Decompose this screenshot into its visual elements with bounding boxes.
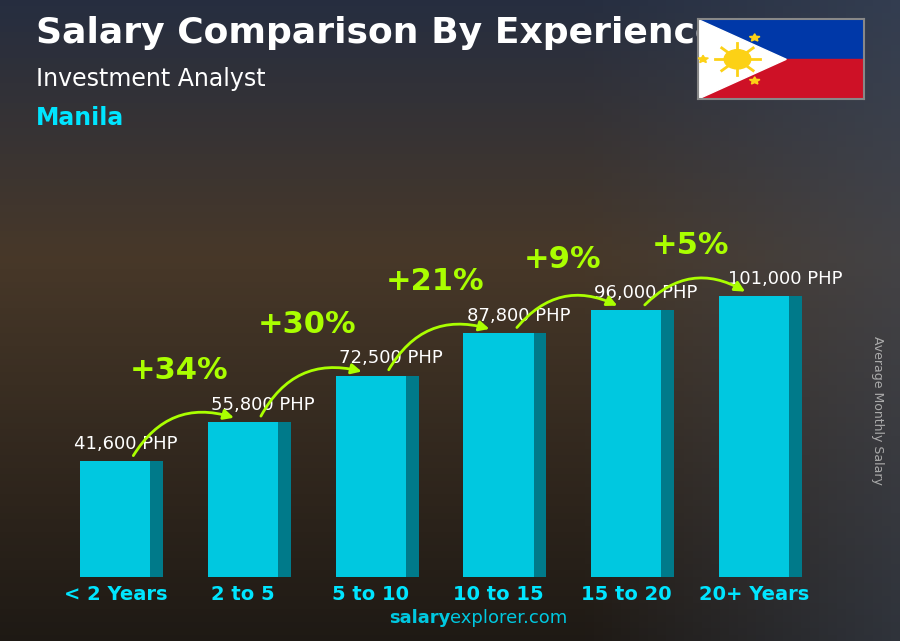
Polygon shape [278,422,291,577]
Polygon shape [662,310,674,577]
Polygon shape [336,376,406,577]
Text: +30%: +30% [257,310,356,339]
Text: +34%: +34% [130,356,229,385]
Circle shape [724,50,751,69]
Text: salary: salary [389,609,450,627]
Text: Investment Analyst: Investment Analyst [36,67,266,91]
Polygon shape [789,296,802,577]
Text: 72,500 PHP: 72,500 PHP [338,349,443,367]
Polygon shape [750,34,760,41]
Text: 101,000 PHP: 101,000 PHP [728,270,843,288]
Bar [698,60,864,99]
Text: Average Monthly Salary: Average Monthly Salary [871,336,884,485]
Text: 87,800 PHP: 87,800 PHP [466,306,570,325]
Text: +9%: +9% [524,245,601,274]
Text: +21%: +21% [385,267,484,296]
Text: +5%: +5% [652,231,729,260]
Text: Manila: Manila [36,106,124,129]
Text: explorer.com: explorer.com [450,609,567,627]
Text: 41,600 PHP: 41,600 PHP [75,435,178,453]
Polygon shape [534,333,546,577]
Polygon shape [80,462,150,577]
Polygon shape [698,19,787,99]
Polygon shape [591,310,662,577]
Polygon shape [719,296,789,577]
Text: 96,000 PHP: 96,000 PHP [594,284,698,302]
Text: Salary Comparison By Experience: Salary Comparison By Experience [36,16,719,50]
Polygon shape [698,55,708,63]
Polygon shape [750,77,760,84]
Polygon shape [150,462,163,577]
Text: 55,800 PHP: 55,800 PHP [212,395,315,413]
Polygon shape [208,422,278,577]
Polygon shape [464,333,534,577]
Bar [698,19,864,60]
Polygon shape [406,376,419,577]
